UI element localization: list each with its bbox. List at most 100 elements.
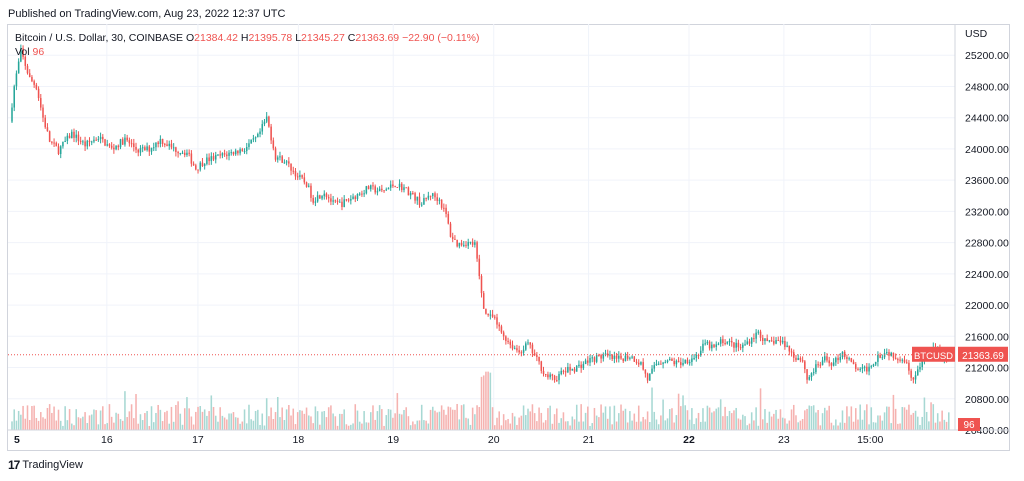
- volume-bar: [290, 415, 292, 430]
- candle-body: [294, 170, 297, 177]
- candle-body: [84, 141, 86, 147]
- brand-name: TradingView: [22, 459, 83, 471]
- volume-bar: [540, 412, 543, 430]
- candle-body: [903, 359, 906, 363]
- published-note: Published on TradingView.com, Aug 23, 20…: [8, 8, 286, 20]
- candle-body: [396, 186, 399, 188]
- candle-body: [325, 193, 328, 198]
- volume-bar: [53, 406, 55, 430]
- candle-body: [677, 360, 680, 363]
- volume-bar: [42, 417, 44, 430]
- candle-body: [389, 184, 392, 188]
- volume-bar: [759, 388, 762, 430]
- candle-body: [595, 355, 598, 362]
- volume-bar: [790, 409, 793, 430]
- candle-body: [133, 143, 135, 147]
- candle-body: [281, 156, 283, 163]
- candle-body: [307, 185, 310, 187]
- volume-bar: [212, 406, 215, 430]
- x-tick-label: 20: [488, 434, 500, 446]
- volume-bar: [677, 393, 680, 430]
- candle-body: [500, 326, 503, 333]
- volume-bar: [905, 409, 908, 430]
- candle-body: [695, 354, 698, 359]
- candle-body: [812, 372, 815, 374]
- volume-bar: [186, 397, 188, 430]
- volume-bar: [347, 425, 350, 430]
- candle-body: [821, 360, 824, 366]
- volume-bar: [115, 412, 117, 430]
- candle-body: [866, 366, 868, 372]
- volume-bar: [604, 406, 607, 430]
- candle-body: [305, 182, 308, 187]
- volume-bar: [175, 404, 177, 430]
- candle-body: [449, 223, 452, 237]
- candle-body: [917, 369, 919, 376]
- candle-body: [799, 357, 802, 361]
- candle-body: [781, 340, 784, 343]
- candle-body: [830, 363, 833, 366]
- candle-body: [556, 380, 558, 382]
- candle-body: [217, 154, 219, 156]
- candle-body: [567, 366, 569, 373]
- candle-body: [447, 214, 450, 224]
- volume-bar: [478, 406, 481, 430]
- symbol-name: Bitcoin / U.S. Dollar, 30, COINBASE: [15, 32, 184, 44]
- candle-body: [24, 56, 27, 66]
- candle-body: [299, 175, 301, 177]
- price-axis: USD 25200.00 24800.00 24400.00 24000.00 23600…: [8, 24, 1009, 437]
- candle-body: [257, 134, 259, 138]
- candle-body: [533, 353, 536, 356]
- volume-bar: [945, 421, 948, 430]
- volume-bar: [276, 396, 279, 430]
- candle-body: [254, 137, 257, 139]
- volume-bar: [542, 422, 545, 430]
- volume-bar: [675, 415, 678, 430]
- volume-bar: [363, 411, 365, 430]
- candle-body: [786, 345, 788, 347]
- volume-bar: [128, 411, 131, 430]
- candle-body: [564, 371, 567, 373]
- candle-body: [870, 366, 873, 368]
- candle-body: [274, 148, 277, 160]
- candle-body: [513, 348, 516, 350]
- volume-bar: [146, 410, 148, 430]
- volume-bar: [141, 420, 144, 430]
- tradingview-footer[interactable]: 17 TradingView: [8, 458, 83, 472]
- candle-body: [121, 139, 124, 145]
- candle-body: [82, 141, 84, 143]
- volume-bar: [744, 416, 746, 430]
- chart-frame[interactable]: [7, 24, 1010, 451]
- volume-bar: [843, 422, 846, 430]
- volume-bar: [409, 425, 412, 430]
- volume-bar: [467, 418, 469, 430]
- volume-bar: [252, 420, 255, 430]
- candle-body: [15, 73, 18, 87]
- candle-body: [62, 141, 64, 147]
- volume-bar: [502, 414, 505, 430]
- candle-body: [739, 347, 742, 349]
- candle-body: [644, 369, 647, 374]
- y-tick-label: 22400.00: [965, 269, 1009, 281]
- volume-bar: [394, 413, 396, 430]
- candle-body: [775, 340, 777, 344]
- volume-bar: [547, 408, 549, 430]
- volume-bar: [199, 406, 202, 430]
- volume-bar: [117, 413, 120, 430]
- volume-bar: [620, 404, 622, 430]
- y-tick-label: 22800.00: [965, 238, 1009, 250]
- candle-body: [562, 370, 565, 372]
- volume-bar: [706, 405, 709, 430]
- volume-bar: [77, 417, 80, 430]
- candle-body: [768, 340, 771, 342]
- volume-bar: [571, 416, 574, 430]
- volume-bar: [527, 408, 529, 430]
- candle-body: [106, 144, 109, 146]
- candle-body: [892, 352, 895, 358]
- high-value: 21395.78: [248, 32, 293, 44]
- volume-bar: [739, 419, 742, 430]
- volume-bar: [784, 418, 786, 430]
- candle-body: [662, 362, 664, 364]
- volume-bar: [352, 423, 354, 430]
